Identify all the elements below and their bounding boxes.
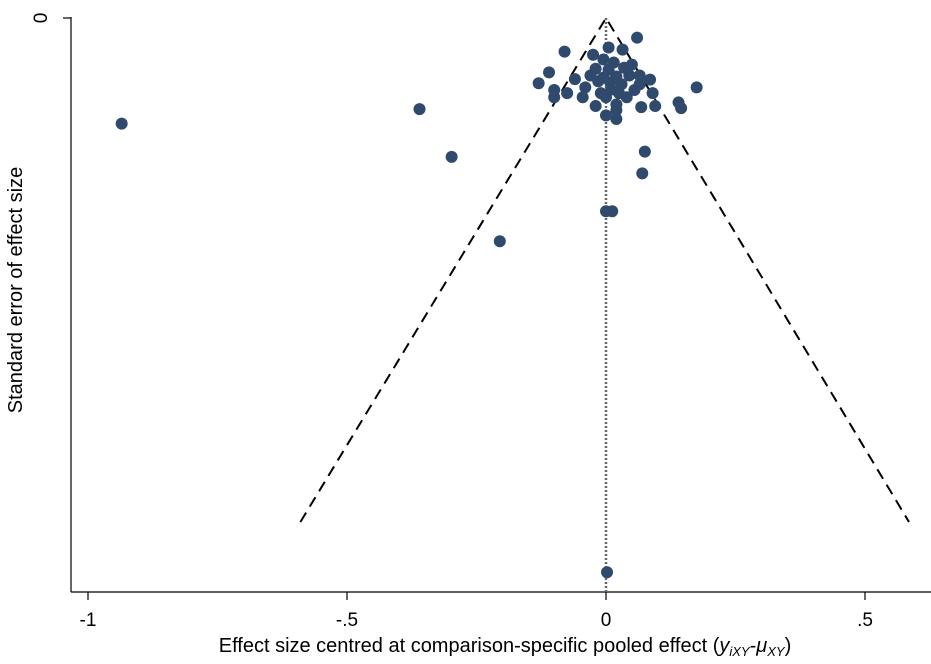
x-tick-label: .5 [857,610,873,631]
data-point [548,84,561,97]
data-point [532,77,545,90]
data-point [606,205,619,218]
data-point [579,81,592,94]
x-tick-label: -1 [80,610,97,631]
y-tick-label: 0 [31,13,52,24]
x-axis-title-mu-sub: XY [766,644,786,659]
x-tick-label: 0 [601,610,612,631]
data-point [616,43,629,56]
y-axis-title: Standard error of effect size [5,167,27,413]
x-axis-title-y-sub: iXY [729,644,751,659]
data-point [623,69,636,82]
x-tick-label: -.5 [336,610,358,631]
data-point [633,78,646,91]
data-point [633,69,646,82]
data-point [597,53,610,66]
data-point [115,117,128,130]
data-point [610,104,623,117]
data-point [561,87,574,100]
data-points [115,31,703,579]
data-point [635,101,648,114]
data-point [601,566,614,579]
data-point [638,145,651,158]
data-point [568,73,581,86]
data-point [607,56,620,69]
data-point [649,100,662,113]
data-point [543,66,556,79]
x-axis-title-mu: μ [755,635,767,657]
funnel-confidence-lines [299,16,910,523]
data-point [636,167,649,180]
data-point [675,102,688,115]
data-point [589,100,602,113]
data-point [576,91,589,104]
data-point [600,109,612,122]
data-point [558,45,571,58]
data-point [589,62,602,75]
data-point [615,78,628,91]
x-axis-ticks: -1 -.5 0 .5 [80,592,873,631]
data-point [620,91,633,104]
data-point [644,73,657,86]
y-axis-ticks: 0 [31,13,71,24]
data-point [690,81,703,94]
x-axis-title: Effect size centred at comparison-specif… [219,635,792,659]
data-point [493,235,506,248]
data-point [610,113,623,126]
x-axis-title-main: Effect size centred at comparison-specif… [219,635,720,657]
x-axis-title-close: ) [785,635,792,657]
data-point [646,87,659,100]
x-axis-title-y: y [717,635,730,657]
data-point [631,31,644,44]
x-axis-title-dash: - [750,635,757,657]
data-point [602,41,615,54]
data-point [445,150,458,163]
data-point [413,103,426,116]
data-point [587,48,600,61]
data-point [625,58,638,71]
